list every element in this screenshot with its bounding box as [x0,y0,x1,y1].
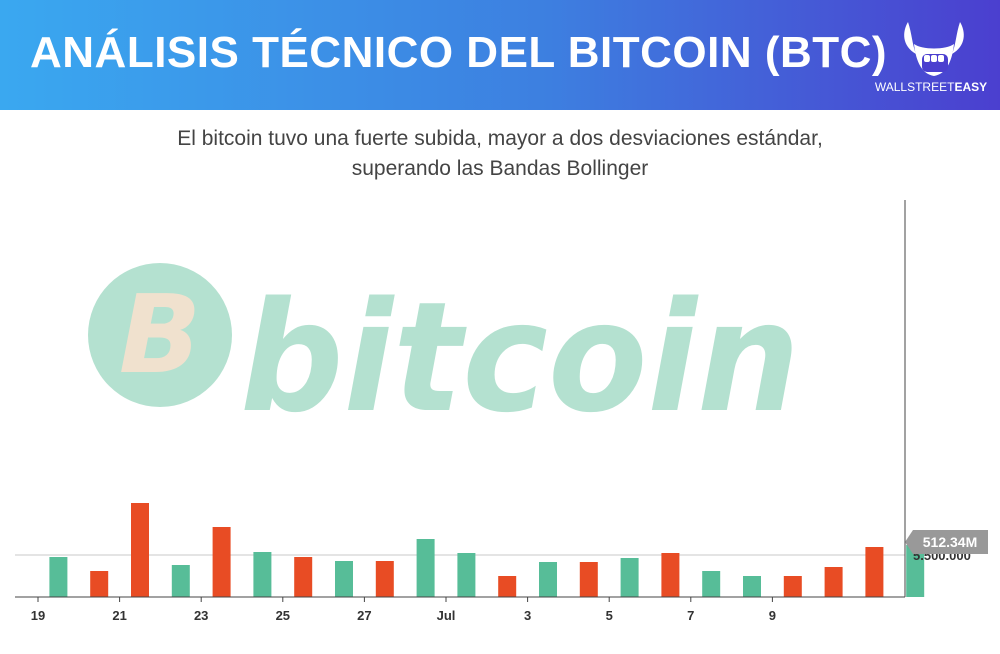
volume-bar [620,558,639,597]
volume-bar [416,539,435,597]
volume-bar [375,561,394,597]
bitcoin-watermark: B bitcoin [88,263,800,446]
header-banner: ANÁLISIS TÉCNICO DEL BITCOIN (BTC) WALLS… [0,0,1000,110]
volume-bar [457,553,476,597]
volume-bar [865,547,884,597]
subtitle-line-1: El bitcoin tuvo una fuerte subida, mayor… [177,127,823,150]
volume-bar [906,545,925,597]
volume-bar [335,561,353,597]
volume-bar [539,562,557,597]
x-tick-label: 25 [276,608,290,623]
volume-bar [90,571,109,597]
x-tick-label: 21 [112,608,126,623]
volume-bar [212,527,231,597]
bitcoin-logo-icon [88,263,232,407]
volume-bar [743,576,761,597]
x-tick-label: 27 [357,608,371,623]
x-tick-label: 3 [524,608,531,623]
x-tick-label: 23 [194,608,208,623]
x-tick-label: 19 [31,608,45,623]
volume-bar [783,576,802,597]
volume-bar [824,567,843,597]
y-tick-labels: 8.500.0008.000.0007.500.0007.000.0006.50… [913,548,971,563]
volume-bar [49,557,68,597]
x-tick-label: 9 [769,608,776,623]
last-value-flags: 7.450.8507.097.7276.420.488512.34M [905,530,988,554]
volume-flag-shape [905,530,988,554]
bull-fist-logo-icon [904,22,964,76]
volume-bars [49,503,925,597]
volume-bar [131,503,149,597]
x-tick-label: 5 [606,608,613,623]
bitcoin-logo-symbol: B [119,273,201,398]
subtitle-line-2: superando las Bandas Bollinger [351,157,649,180]
x-tick-labels: 19 21 23 25 27 Jul 3 5 7 9 [31,597,776,623]
volume-flag-value: 512.34M [923,534,977,550]
x-tick-label: Jul [437,608,456,623]
brand-name-light: WALLSTREET [874,80,955,94]
volume-bar [171,565,190,597]
bitcoin-watermark-word: bitcoin [240,269,800,446]
volume-bar [579,562,598,597]
volume-bar [253,552,272,597]
volume-bar [702,571,721,597]
brand-name-bold: EASY [954,80,988,94]
brand-name: WALLSTREETEASY [872,80,990,94]
x-tick-label: 7 [687,608,694,623]
page-title: ANÁLISIS TÉCNICO DEL BITCOIN (BTC) [30,28,888,77]
volume-flag: 512.34M [905,530,988,554]
volume-bar [498,576,517,597]
chart-subtitle: El bitcoin tuvo una fuerte subida, mayor… [60,124,940,184]
volume-bar [294,557,313,597]
volume-bar [661,553,680,597]
